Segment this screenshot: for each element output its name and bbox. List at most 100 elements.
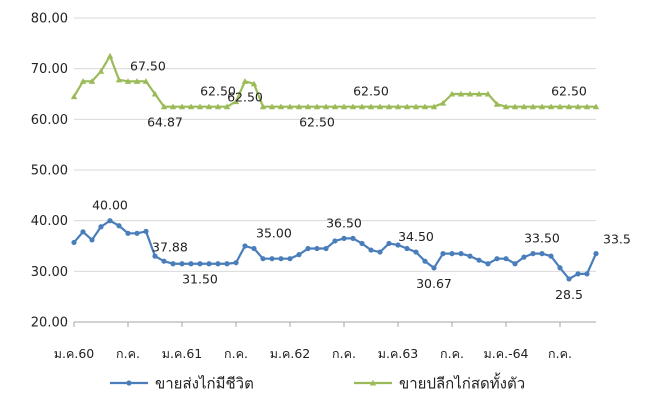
data-point — [232, 98, 240, 105]
data-point — [196, 103, 204, 110]
data-point — [133, 78, 141, 84]
data-point — [350, 235, 356, 241]
data-point — [458, 251, 464, 257]
data-label: 33.5 — [603, 232, 631, 247]
data-point — [547, 103, 555, 110]
data-point — [511, 103, 519, 110]
data-point — [394, 103, 402, 110]
data-point — [287, 256, 293, 262]
data-point — [223, 103, 231, 110]
data-point — [421, 103, 429, 110]
data-point — [304, 103, 312, 110]
data-point — [296, 252, 302, 258]
data-point — [89, 237, 95, 243]
x-tick-label: ม.ค.63 — [378, 346, 418, 361]
legend-swatch-marker — [369, 379, 377, 386]
data-point — [224, 261, 230, 267]
data-point — [160, 103, 168, 110]
legend-label: ขายปลีกไก่สดทั้งตัว — [399, 373, 525, 393]
x-axis-tick-labels: ม.ค.60 ก.ค. ม.ค.61 ก.ค. ม.ค.62 ก.ค. ม.ค.63 ก.ค.… — [54, 346, 572, 361]
data-point — [430, 103, 438, 110]
data-label: 62.50 — [200, 84, 236, 99]
y-tick-label: 70.00 — [31, 62, 68, 77]
data-point — [179, 261, 185, 267]
data-point — [565, 103, 573, 110]
data-point — [322, 103, 330, 110]
legend: ขายส่งไก่มีชีวิต ขายปลีกไก่สดทั้งตัว — [110, 373, 525, 393]
data-point — [277, 103, 285, 110]
data-point — [593, 251, 599, 257]
data-point — [413, 249, 419, 255]
data-point — [404, 245, 410, 252]
data-label: 28.5 — [555, 287, 583, 302]
data-point — [314, 245, 320, 252]
data-point — [116, 223, 122, 229]
data-label: 67.50 — [130, 58, 166, 73]
data-label: 62.50 — [299, 115, 335, 130]
data-label: 62.50 — [227, 89, 263, 104]
data-point — [592, 103, 600, 110]
data-point — [502, 103, 510, 110]
data-point — [440, 251, 446, 257]
legend-swatch-marker — [126, 380, 132, 386]
data-point — [358, 103, 366, 110]
data-point — [332, 238, 338, 244]
data-point — [575, 271, 581, 277]
data-point — [520, 103, 528, 110]
data-point — [494, 256, 500, 262]
data-point — [367, 103, 375, 110]
data-label: 62.50 — [551, 84, 587, 99]
data-label: 35.00 — [256, 226, 292, 241]
data-point — [151, 90, 159, 97]
data-point — [107, 218, 113, 224]
data-point — [313, 103, 321, 110]
data-point — [305, 245, 311, 252]
data-point — [88, 78, 96, 84]
data-label: 64.87 — [147, 115, 183, 130]
x-tick-label: ม.ค.-64 — [484, 346, 529, 361]
data-point — [349, 103, 357, 110]
data-point — [431, 265, 437, 271]
data-point — [422, 258, 428, 264]
data-point — [80, 229, 86, 235]
y-tick-label: 20.00 — [31, 316, 68, 331]
data-point — [142, 78, 150, 84]
data-point — [556, 103, 564, 110]
data-point — [250, 80, 258, 87]
data-point — [197, 261, 203, 267]
data-point — [206, 261, 212, 267]
series-1 — [71, 218, 599, 282]
data-point — [269, 256, 275, 262]
series-2 — [70, 52, 600, 110]
data-point — [512, 261, 518, 267]
data-point — [106, 52, 114, 59]
data-point — [268, 103, 276, 110]
data-label: 31.50 — [182, 272, 218, 287]
data-label: 34.50 — [398, 229, 434, 244]
data-point — [503, 256, 509, 262]
data-label: 36.50 — [326, 215, 362, 230]
x-tick-label: ก.ค. — [332, 346, 356, 361]
data-point — [295, 103, 303, 110]
data-point — [368, 247, 374, 253]
data-point — [242, 243, 248, 249]
data-point — [70, 93, 78, 100]
data-point — [323, 245, 329, 252]
data-point — [484, 90, 492, 97]
data-point — [584, 271, 590, 277]
data-point — [260, 256, 266, 262]
series-layer — [70, 52, 600, 282]
data-label: 62.50 — [353, 84, 389, 99]
data-label: 40.00 — [92, 198, 128, 213]
data-point — [466, 90, 474, 97]
data-labels-layer: 40.00 37.88 31.50 35.00 36.50 34.50 30.67 33.50… — [92, 58, 631, 302]
data-point — [548, 253, 554, 259]
data-point — [439, 99, 447, 106]
x-tick-label: ม.ค.62 — [270, 346, 310, 361]
data-point — [341, 235, 347, 241]
data-point — [233, 260, 239, 266]
data-point — [557, 265, 563, 271]
legend-entry-2: ขายปลีกไก่สดทั้งตัว — [354, 373, 525, 393]
data-point — [529, 103, 537, 110]
